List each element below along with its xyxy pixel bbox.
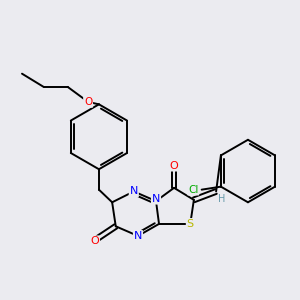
Text: O: O bbox=[170, 160, 178, 171]
Text: O: O bbox=[84, 97, 92, 107]
Text: N: N bbox=[130, 187, 138, 196]
Text: O: O bbox=[90, 236, 99, 246]
Text: Cl: Cl bbox=[188, 185, 198, 195]
Text: S: S bbox=[187, 219, 194, 229]
Text: H: H bbox=[218, 194, 226, 204]
Text: N: N bbox=[152, 194, 160, 204]
Text: N: N bbox=[134, 231, 142, 241]
